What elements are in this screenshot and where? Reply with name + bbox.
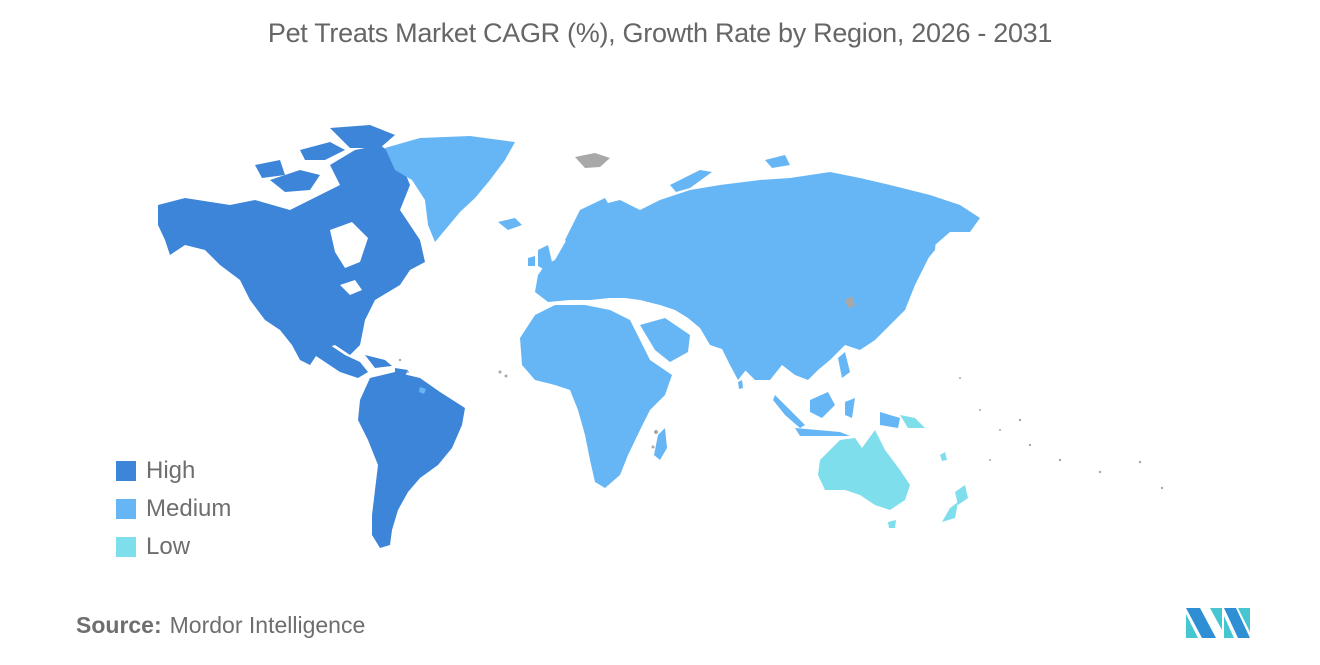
uk <box>538 245 552 270</box>
french-guiana <box>419 387 426 394</box>
legend-item-high: High <box>116 452 231 490</box>
japan <box>868 282 892 328</box>
legend-label: High <box>146 457 196 484</box>
region-oceania <box>818 415 968 528</box>
no-data-islands <box>398 358 1164 490</box>
legend-swatch-high <box>116 461 136 481</box>
legend-swatch-medium <box>116 499 136 519</box>
novaya-zemlya <box>670 170 712 192</box>
legend-item-low: Low <box>116 528 231 566</box>
legend-label: Medium <box>146 495 232 522</box>
legend-swatch-low <box>116 537 136 557</box>
source-key: Source: <box>76 612 162 638</box>
india <box>720 325 765 380</box>
madagascar <box>654 428 667 460</box>
arabian-peninsula <box>640 318 690 362</box>
hudson-bay <box>330 222 368 268</box>
legend-label: Low <box>146 533 191 560</box>
region-eurasia <box>535 172 980 380</box>
great-lakes <box>340 280 362 295</box>
source-note: Source: Mordor Intelligence <box>76 612 365 639</box>
kamchatka <box>925 228 937 262</box>
region-north-america <box>158 125 425 378</box>
iceland <box>498 218 522 230</box>
svalbard-no-data <box>575 153 610 168</box>
scandinavia <box>565 198 615 252</box>
region-greenland <box>385 136 515 242</box>
region-south-america <box>358 372 465 548</box>
source-value: Mordor Intelligence <box>169 612 366 638</box>
region-africa <box>520 305 672 488</box>
sri-lanka <box>738 380 743 389</box>
region-southeast-asia <box>773 352 900 436</box>
legend: High Medium Low <box>116 452 231 566</box>
ireland <box>528 256 535 266</box>
severnaya-zemlya <box>765 155 790 168</box>
chart-title: Pet Treats Market CAGR (%), Growth Rate … <box>267 18 1053 48</box>
legend-item-medium: Medium <box>116 490 231 528</box>
north-korea-no-data <box>845 296 855 308</box>
mordor-intelligence-logo-icon <box>1186 608 1250 638</box>
